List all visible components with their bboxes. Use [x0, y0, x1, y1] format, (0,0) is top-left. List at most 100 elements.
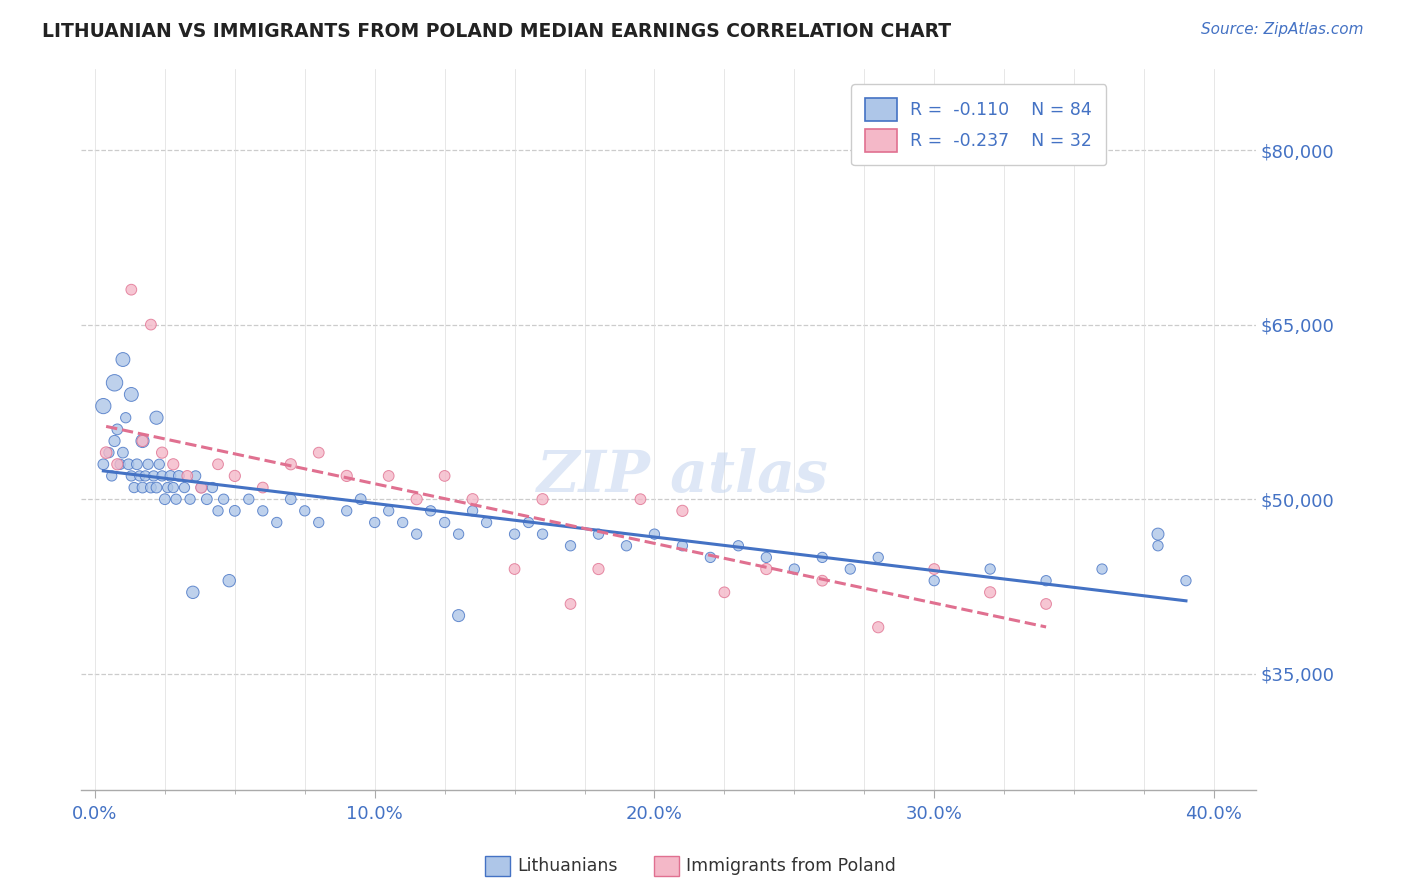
Point — [145, 481, 167, 495]
Point — [139, 481, 162, 495]
Point — [114, 410, 136, 425]
Point — [979, 585, 1001, 599]
Point — [162, 457, 184, 471]
Point — [105, 457, 128, 471]
Point — [111, 352, 134, 367]
Point — [783, 562, 806, 576]
Point — [145, 410, 167, 425]
Point — [252, 481, 274, 495]
Point — [139, 318, 162, 332]
Point — [643, 527, 665, 541]
Point — [131, 481, 153, 495]
Point — [727, 539, 749, 553]
Point — [560, 539, 582, 553]
Point — [100, 469, 122, 483]
Point — [377, 469, 399, 483]
Point — [503, 562, 526, 576]
Point — [405, 492, 427, 507]
Point — [979, 562, 1001, 576]
Point — [630, 492, 652, 507]
Point — [294, 504, 316, 518]
Point — [560, 597, 582, 611]
Point — [125, 457, 148, 471]
Point — [131, 434, 153, 448]
Point — [120, 283, 142, 297]
Point — [150, 445, 173, 459]
Point — [195, 492, 218, 507]
Point — [447, 527, 470, 541]
Point — [588, 527, 610, 541]
Point — [1147, 539, 1170, 553]
Point — [224, 504, 246, 518]
Point — [671, 539, 693, 553]
Point — [280, 492, 302, 507]
Point — [755, 550, 778, 565]
Point — [122, 481, 145, 495]
Point — [94, 445, 117, 459]
Point — [108, 457, 131, 471]
Point — [224, 469, 246, 483]
Point — [176, 469, 198, 483]
Point — [475, 516, 498, 530]
Point — [1147, 527, 1170, 541]
Point — [839, 562, 862, 576]
Point — [1035, 597, 1057, 611]
Point — [461, 504, 484, 518]
Point — [184, 469, 207, 483]
Point — [811, 550, 834, 565]
Point — [419, 504, 441, 518]
Point — [503, 527, 526, 541]
Point — [616, 539, 638, 553]
Point — [350, 492, 373, 507]
Point — [212, 492, 235, 507]
Point — [190, 481, 212, 495]
Point — [167, 469, 190, 483]
Point — [218, 574, 240, 588]
Point — [207, 457, 229, 471]
Point — [517, 516, 540, 530]
Point — [671, 504, 693, 518]
Point — [1035, 574, 1057, 588]
Point — [1091, 562, 1114, 576]
Legend: R =  -0.110    N = 84, R =  -0.237    N = 32: R = -0.110 N = 84, R = -0.237 N = 32 — [852, 85, 1107, 166]
Point — [153, 492, 176, 507]
Text: LITHUANIAN VS IMMIGRANTS FROM POLAND MEDIAN EARNINGS CORRELATION CHART: LITHUANIAN VS IMMIGRANTS FROM POLAND MED… — [42, 22, 952, 41]
Point — [252, 504, 274, 518]
Point — [128, 469, 150, 483]
Point — [91, 399, 114, 413]
Point — [120, 469, 142, 483]
Point — [868, 550, 890, 565]
Text: Immigrants from Poland: Immigrants from Poland — [686, 857, 896, 875]
Point — [433, 469, 456, 483]
Point — [179, 492, 201, 507]
Point — [405, 527, 427, 541]
Point — [377, 504, 399, 518]
Point — [190, 481, 212, 495]
Point — [336, 469, 359, 483]
Point — [134, 469, 156, 483]
Point — [142, 469, 165, 483]
Point — [238, 492, 260, 507]
Point — [811, 574, 834, 588]
Point — [111, 445, 134, 459]
Point — [266, 516, 288, 530]
Text: Lithuanians: Lithuanians — [517, 857, 617, 875]
Point — [131, 434, 153, 448]
Point — [461, 492, 484, 507]
Point — [433, 516, 456, 530]
Point — [159, 469, 181, 483]
Point — [207, 504, 229, 518]
Point — [120, 387, 142, 401]
Point — [201, 481, 224, 495]
Point — [156, 481, 179, 495]
Point — [173, 481, 195, 495]
Point — [150, 469, 173, 483]
Point — [136, 457, 159, 471]
Point — [699, 550, 721, 565]
Point — [868, 620, 890, 634]
Point — [103, 434, 125, 448]
Text: ZIP atlas: ZIP atlas — [537, 448, 828, 504]
Point — [713, 585, 735, 599]
Text: Source: ZipAtlas.com: Source: ZipAtlas.com — [1201, 22, 1364, 37]
Point — [280, 457, 302, 471]
